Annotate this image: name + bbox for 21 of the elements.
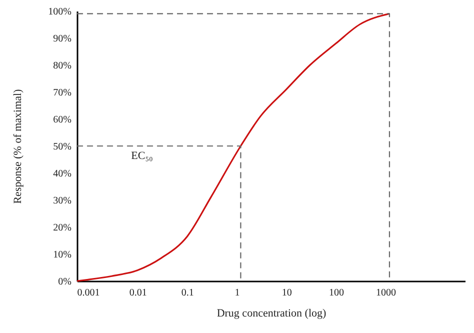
y-tick-label: 40% xyxy=(53,168,72,180)
x-tick-label: 1 xyxy=(234,288,240,298)
y-tick-label: 10% xyxy=(53,250,72,260)
x-tick-label: 0.01 xyxy=(129,288,147,298)
x-tick-label: 100 xyxy=(328,288,344,298)
y-tick-label: 70% xyxy=(53,88,72,98)
x-tick-label: 1000 xyxy=(376,288,396,298)
y-tick-label: 20% xyxy=(53,222,72,234)
annotation: EC₅₀ xyxy=(131,150,154,162)
y-tick-label: 0% xyxy=(58,276,72,288)
x-axis-title: Drug concentration (log) xyxy=(216,308,327,320)
x-tick-label: 10 xyxy=(282,288,292,298)
y-tick-label: 50% xyxy=(53,142,72,152)
x-tick-label: 0.1 xyxy=(181,288,194,298)
y-tick-label: 80% xyxy=(53,60,72,72)
y-tick-label: 100% xyxy=(48,6,72,18)
y-axis-title: Response (% of maximal) xyxy=(12,88,24,204)
y-tick-label: 60% xyxy=(53,114,72,126)
y-tick-label: 90% xyxy=(53,34,72,44)
y-tick-label: 30% xyxy=(53,196,72,206)
x-tick-label: 0.001 xyxy=(77,288,100,298)
